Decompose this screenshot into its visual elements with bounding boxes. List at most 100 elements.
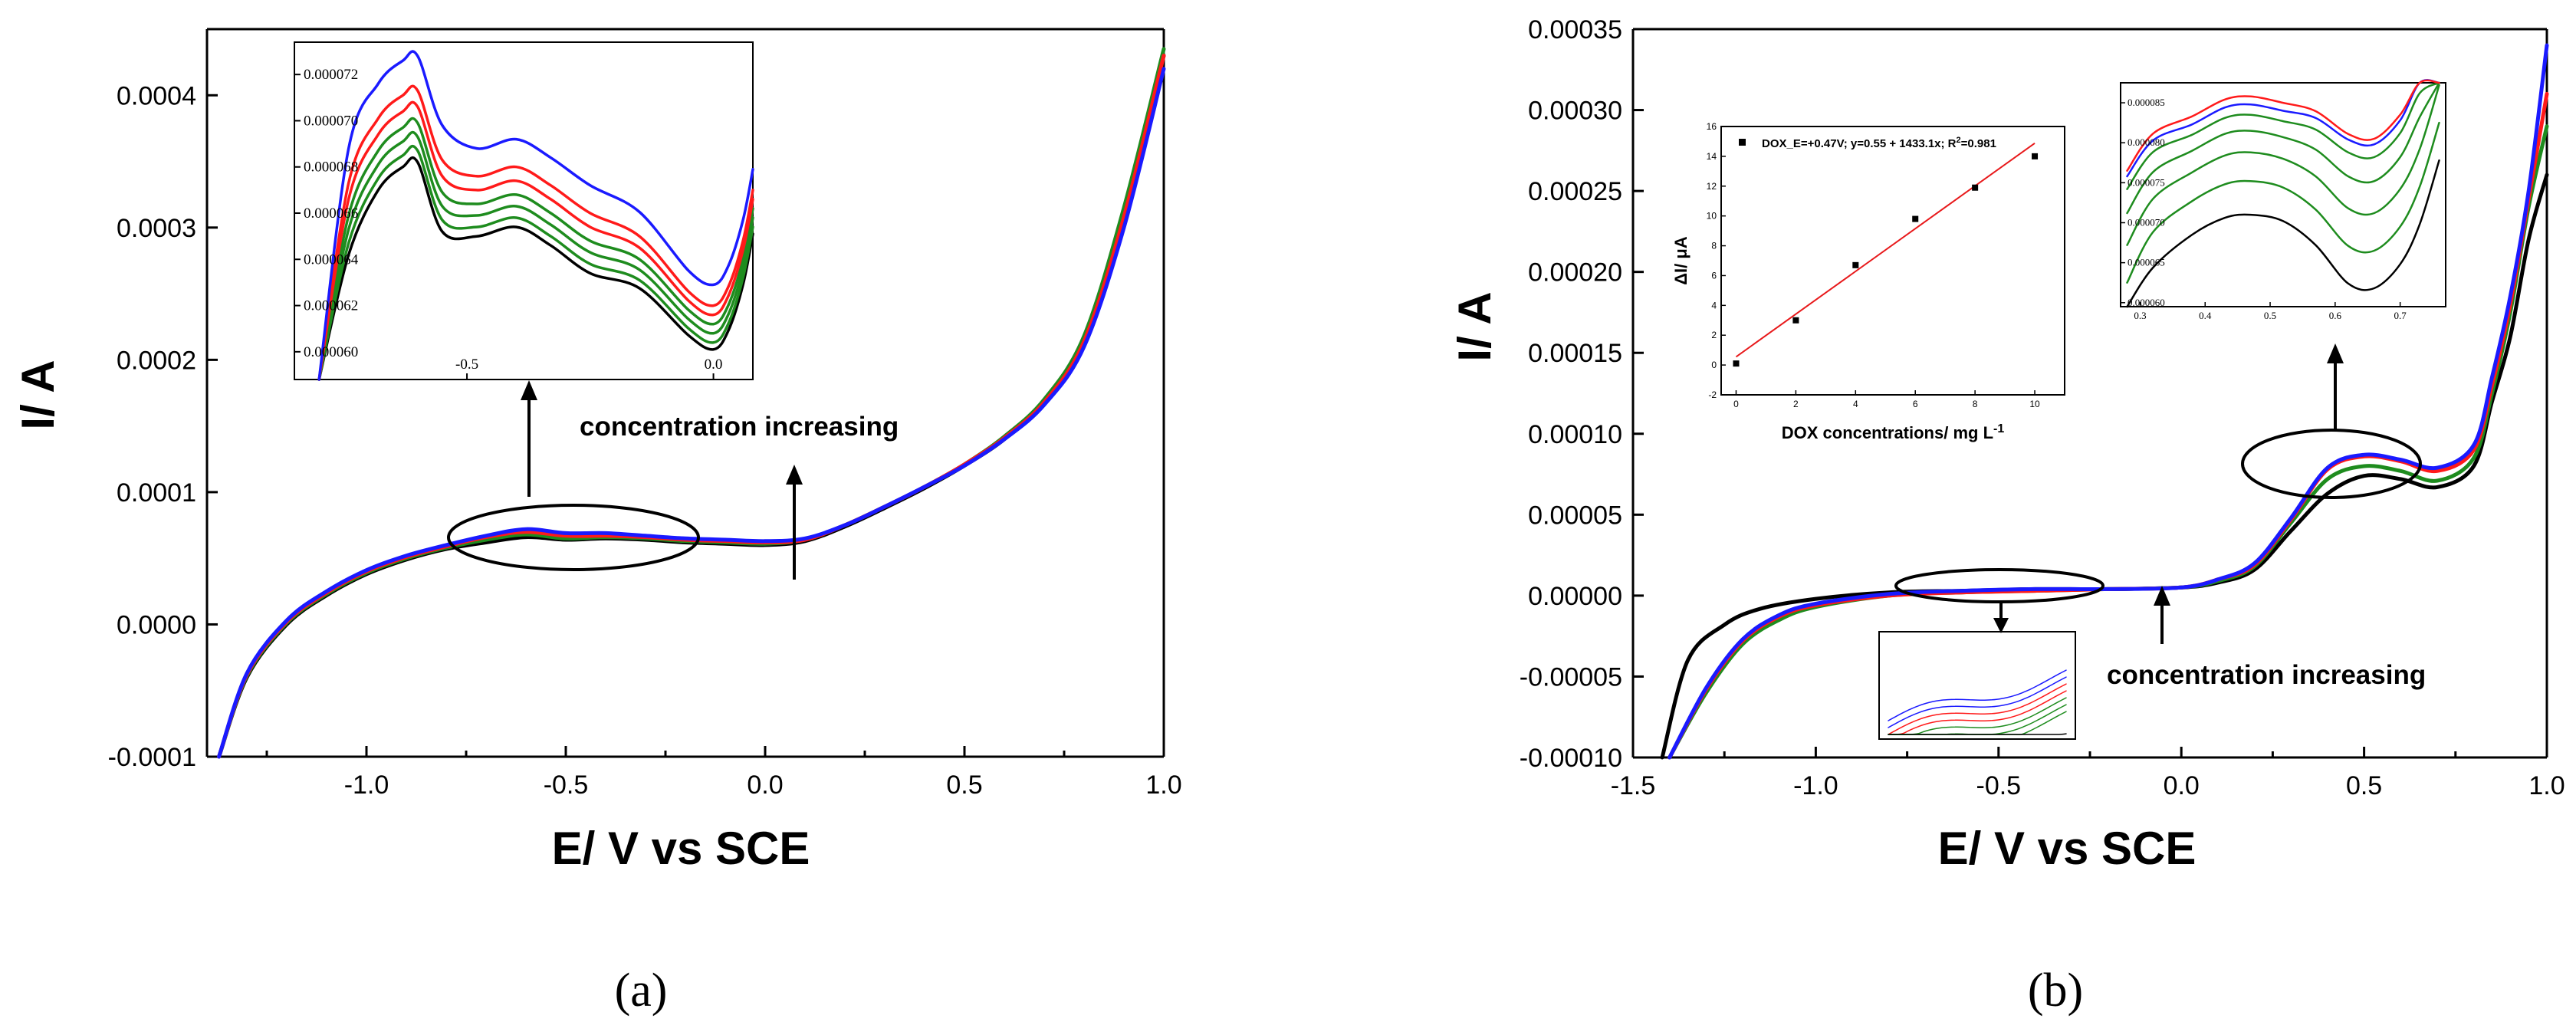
calibration-point <box>1792 317 1799 324</box>
panel-a-curves <box>217 47 1166 759</box>
panel-b-peak-inset: 0.000060 0.000065 0.000070 0.000075 0.000080… <box>2120 79 2446 321</box>
peak-inset-y-tick-label: 0.000070 <box>2128 217 2165 228</box>
panel-a-x-tick-label: -0.5 <box>544 770 589 800</box>
panel-b: -0.00010-0.000050.000000.000050.000100.0… <box>1449 15 2565 1017</box>
panel-b-y-tick-label: 0.00005 <box>1528 501 1622 530</box>
bottom-inset-series-line <box>1888 683 2067 735</box>
calibration-y-label: ΔI/ μA <box>1671 236 1691 285</box>
panel-a-arrowhead-inset <box>521 380 537 400</box>
panel-b-annotation: concentration increasing <box>2107 660 2426 690</box>
panel-a-annotation: concentration increasing <box>580 412 899 442</box>
calibration-inset-ticks: -2 0 2 4 6 8 10 12 14 16 0 2 4 6 8 10 <box>1707 121 2040 409</box>
panel-a-inset-y-tick-label: 0.000072 <box>304 67 358 83</box>
panel-b-y-tick-label: 0.00020 <box>1528 258 1622 288</box>
calibration-x-tick-label: 2 <box>1793 399 1799 409</box>
peak-inset-series-line <box>2126 121 2440 284</box>
calibration-point <box>1972 184 1979 191</box>
panel-b-x-label: E/ V vs SCE <box>1938 823 2196 874</box>
calibration-legend: DOX_E=+0.47V; y=0.55 + 1433.1x; R2=0.981 <box>1762 136 1996 150</box>
panel-a-y-tick-label: 0.0001 <box>117 478 196 508</box>
panel-b-y-tick-label: 0.00000 <box>1528 582 1622 611</box>
bottom-inset-series-line <box>1888 676 2067 728</box>
peak-inset-series-line <box>2126 84 2440 246</box>
panel-a-inset-y-tick-label: 0.000066 <box>304 205 358 222</box>
calibration-y-tick-label: 12 <box>1707 181 1717 192</box>
panel-b-x-tick-label: -1.0 <box>1793 771 1838 800</box>
peak-inset-curves <box>2126 79 2440 308</box>
panel-a-inset-series-line <box>317 50 754 381</box>
panel-a-inset-series-line <box>317 145 754 381</box>
panel-b-arrowhead-down <box>1993 618 2009 633</box>
panel-b-y-tick-label: 0.00015 <box>1528 339 1622 368</box>
panel-a-x-tick-label: 0.5 <box>946 770 982 800</box>
panel-b-arrowhead-peak <box>2327 343 2344 363</box>
peak-inset-y-tick-label: 0.000065 <box>2128 257 2165 268</box>
calibration-x-tick-label: 6 <box>1913 399 1918 409</box>
panel-b-low-ellipse <box>1894 568 2104 603</box>
panel-a-inset-y-ticks: 0.000060 0.000062 0.000064 0.000066 0.000068… <box>294 67 359 360</box>
panel-a-x-tick-label: 1.0 <box>1145 770 1181 800</box>
panel-a-y-tick-label: 0.0000 <box>117 610 196 639</box>
panel-a-x-ticks: -1.0 -0.5 0.0 0.5 1.0 <box>265 746 1182 800</box>
calibration-point <box>1852 261 1859 268</box>
panel-a-x-label: E/ V vs SCE <box>552 823 810 874</box>
peak-inset-x-tick-label: 0.7 <box>2394 310 2407 321</box>
peak-inset-y-tick-label: 0.000075 <box>2128 176 2165 188</box>
panel-a-y-tick-label: 0.0003 <box>117 214 196 243</box>
panel-a-inset-y-tick-label: 0.000068 <box>304 159 358 176</box>
panel-a-inset-x-tick-label: 0.0 <box>705 356 723 373</box>
calibration-y-tick-label: 4 <box>1711 300 1717 310</box>
calibration-y-tick-label: 10 <box>1707 211 1717 222</box>
panel-a-inset: 0.000060 0.000062 0.000064 0.000066 0.000068… <box>294 41 754 381</box>
peak-inset-y-tick-label: 0.000060 <box>2128 297 2165 308</box>
panel-a-x-tick-label: -1.0 <box>344 770 389 800</box>
panel-a-arrowhead-concentration <box>786 465 803 485</box>
panel-b-x-tick-label: 0.0 <box>2164 771 2200 800</box>
panel-b-calibration-inset: -2 0 2 4 6 8 10 12 14 16 0 2 4 6 8 10 DOX_E=+0.47V; y=0… <box>1671 121 2065 442</box>
panel-b-y-label: I/ A <box>1449 291 1500 361</box>
panel-b-y-tick-label: 0.00030 <box>1528 97 1622 126</box>
calibration-y-tick-label: 6 <box>1711 270 1717 281</box>
calibration-x-label: DOX concentrations/ mg L-1 <box>1782 422 2005 443</box>
peak-inset-x-tick-label: 0.4 <box>2199 310 2212 321</box>
panel-a-inset-series-line <box>317 156 754 381</box>
calibration-y-tick-label: 16 <box>1707 121 1717 132</box>
panel-b-bottom-inset <box>1878 631 2076 740</box>
panel-a-peak-ellipse <box>447 504 700 571</box>
bottom-inset-series-line <box>1888 669 2067 721</box>
peak-inset-frame <box>2120 82 2446 307</box>
panel-a-inset-x-ticks: -0.5 0.0 <box>455 356 722 380</box>
panel-a-inset-y-tick-label: 0.000064 <box>304 251 359 268</box>
panel-b-y-tick-label: 0.00025 <box>1528 177 1622 206</box>
peak-inset-x-tick-label: 0.3 <box>2134 310 2146 321</box>
peak-inset-series-line <box>2126 79 2440 172</box>
peak-inset-series-line <box>2126 159 2440 308</box>
calibration-point <box>1912 215 1919 222</box>
panel-a-y-tick-label: 0.0004 <box>117 81 196 110</box>
calibration-x-tick-label: 0 <box>1733 399 1739 409</box>
calibration-y-tick-label: -2 <box>1708 389 1717 400</box>
panel-a-series-line <box>217 67 1166 759</box>
panel-a-y-ticks: -0.0001 0.0000 0.0001 0.0002 0.0003 0.0004 <box>108 81 218 772</box>
panel-b-y-ticks: -0.00010 -0.00005 0.00000 0.00005 0.00010 0.0… <box>1520 15 1644 773</box>
calibration-point <box>2032 153 2039 159</box>
panel-a-inset-series-line <box>317 117 754 381</box>
calibration-point <box>1733 360 1740 367</box>
calibration-y-tick-label: 2 <box>1711 330 1717 340</box>
panel-b-x-tick-label: 1.0 <box>2528 771 2564 800</box>
peak-inset-series-line <box>2126 81 2440 215</box>
panel-b-peak-ellipse <box>2241 429 2422 499</box>
panel-b-y-tick-label: 0.00010 <box>1528 420 1622 449</box>
panel-a-y-tick-label: 0.0002 <box>117 346 196 375</box>
panel-b-y-tick-label: -0.00005 <box>1520 662 1622 692</box>
panel-b-arrowhead-concentration <box>2154 586 2170 606</box>
panel-a-inset-y-tick-label: 0.000070 <box>304 113 358 129</box>
panel-a: -0.0001 0.0000 0.0001 0.0002 0.0003 0.0004 -1… <box>12 28 1182 1017</box>
calibration-x-tick-label: 10 <box>2029 399 2040 409</box>
calibration-fit-line <box>1735 142 2036 358</box>
panel-b-caption: (b) <box>2028 964 2083 1017</box>
peak-inset-series-line <box>2126 81 2440 190</box>
panel-a-y-tick-label: -0.0001 <box>108 743 196 772</box>
panel-b-x-ticks: -1.5 -1.0 -0.5 0.0 0.5 1.0 <box>1611 747 2565 800</box>
